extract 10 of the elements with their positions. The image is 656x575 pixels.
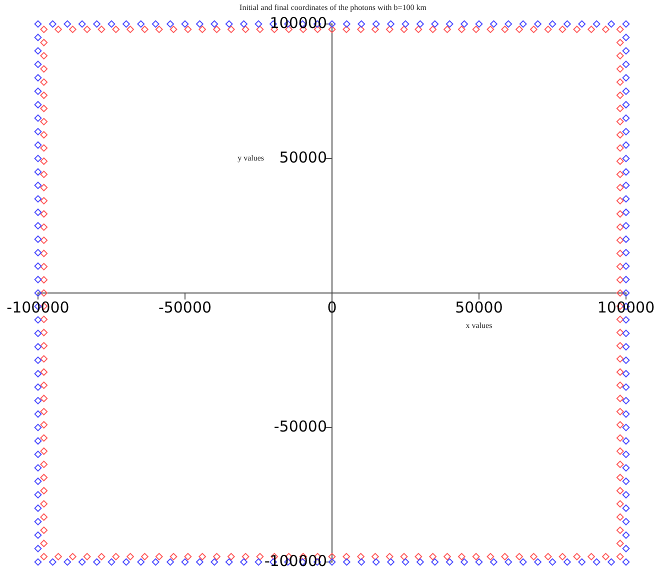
y-tick-label: -50000: [274, 417, 327, 436]
x-axis-title: x values: [466, 321, 492, 330]
x-tick-label: 100000: [597, 298, 655, 316]
y-axis-title: y values: [238, 154, 264, 163]
x-tick-label: 50000: [455, 298, 503, 316]
y-tick-label: 50000: [279, 148, 327, 166]
y-tick-label: 100000: [270, 14, 327, 32]
x-tick-label: -100000: [6, 298, 70, 316]
chart-title: Initial and final coordinates of the photons with b=100 km: [240, 3, 428, 12]
x-tick-label: -50000: [158, 298, 212, 316]
